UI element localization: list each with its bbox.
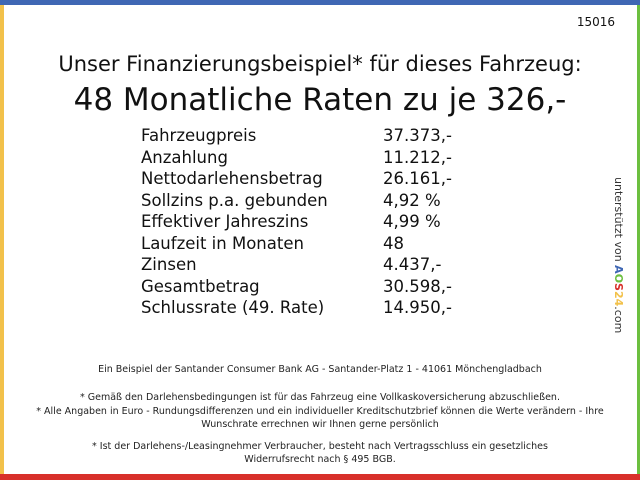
table-row: Anzahlung 11.212,-: [141, 147, 452, 169]
row-value: 4,99 %: [383, 212, 441, 231]
row-value: 37.373,-: [383, 126, 452, 145]
footnote-insurance: * Gemäß den Darlehensbedingungen ist für…: [80, 392, 560, 403]
row-value: 4.437,-: [383, 255, 442, 274]
table-row: Gesamtbetrag 30.598,-: [141, 276, 452, 298]
monthly-rate-headline: 48 Monatliche Raten zu je 326,-: [73, 82, 567, 118]
vehicle-id: 15016: [576, 15, 615, 29]
row-value: 48: [383, 233, 404, 253]
top-border: [0, 0, 640, 5]
table-row: Laufzeit in Monaten 48: [141, 233, 452, 255]
row-label: Sollzins p.a. gebunden: [141, 190, 328, 210]
aos24-logo: AOS24: [612, 265, 625, 307]
row-value: 26.161,-: [383, 169, 452, 188]
table-row: Effektiver Jahreszins 4,99 %: [141, 211, 452, 233]
sponsor-prefix: unterstützt von: [612, 177, 625, 262]
row-label: Laufzeit in Monaten: [141, 233, 304, 253]
footnote-withdrawal: * Ist der Darlehens-/Leasingnehmer Verbr…: [92, 441, 548, 465]
table-row: Schlussrate (49. Rate) 14.950,-: [141, 297, 452, 319]
headline: Unser Finanzierungsbeispiel* für dieses …: [58, 52, 582, 76]
row-value: 11.212,-: [383, 147, 452, 167]
row-label: Schlussrate (49. Rate): [141, 298, 325, 317]
row-value: 4,92 %: [383, 190, 441, 210]
table-row: Fahrzeugpreis 37.373,-: [141, 125, 452, 147]
financing-table: Fahrzeugpreis 37.373,- Anzahlung 11.212,- Ne…: [141, 125, 452, 319]
left-border: [0, 5, 4, 475]
bank-info: Ein Beispiel der Santander Consumer Bank…: [98, 364, 542, 375]
footnote-amounts: * Alle Angaben in Euro - Rundungsdiffere…: [36, 406, 604, 430]
row-value: 30.598,-: [383, 276, 452, 296]
table-row: Sollzins p.a. gebunden 4,92 %: [141, 190, 452, 212]
row-label: Effektiver Jahreszins: [141, 212, 309, 231]
sponsor-text: unterstützt von AOS24.com: [612, 177, 625, 333]
table-row: Zinsen 4.437,-: [141, 254, 452, 276]
row-value: 14.950,-: [383, 298, 452, 317]
row-label: Gesamtbetrag: [141, 276, 260, 296]
table-row: Nettodarlehensbetrag 26.161,-: [141, 168, 452, 190]
sponsor-suffix: .com: [612, 306, 625, 334]
row-label: Nettodarlehensbetrag: [141, 169, 323, 188]
right-border: [637, 5, 640, 475]
bottom-border: [0, 474, 640, 480]
row-label: Zinsen: [141, 255, 197, 274]
row-label: Fahrzeugpreis: [141, 126, 257, 145]
row-label: Anzahlung: [141, 147, 228, 167]
